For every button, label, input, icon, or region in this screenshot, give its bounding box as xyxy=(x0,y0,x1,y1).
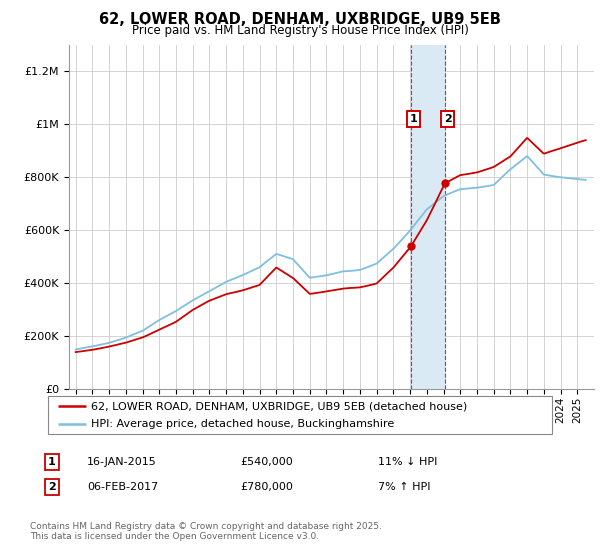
Text: 06-FEB-2017: 06-FEB-2017 xyxy=(87,482,158,492)
Text: 7% ↑ HPI: 7% ↑ HPI xyxy=(378,482,431,492)
Text: £780,000: £780,000 xyxy=(240,482,293,492)
Text: HPI: Average price, detached house, Buckinghamshire: HPI: Average price, detached house, Buck… xyxy=(91,419,394,429)
Text: 16-JAN-2015: 16-JAN-2015 xyxy=(87,457,157,467)
Text: £540,000: £540,000 xyxy=(240,457,293,467)
Text: 1: 1 xyxy=(48,457,56,467)
Text: 11% ↓ HPI: 11% ↓ HPI xyxy=(378,457,437,467)
Text: 62, LOWER ROAD, DENHAM, UXBRIDGE, UB9 5EB: 62, LOWER ROAD, DENHAM, UXBRIDGE, UB9 5E… xyxy=(99,12,501,27)
Text: 62, LOWER ROAD, DENHAM, UXBRIDGE, UB9 5EB (detached house): 62, LOWER ROAD, DENHAM, UXBRIDGE, UB9 5E… xyxy=(91,401,467,411)
Text: Contains HM Land Registry data © Crown copyright and database right 2025.
This d: Contains HM Land Registry data © Crown c… xyxy=(30,522,382,542)
Text: 2: 2 xyxy=(48,482,56,492)
FancyBboxPatch shape xyxy=(48,396,552,434)
Text: Price paid vs. HM Land Registry's House Price Index (HPI): Price paid vs. HM Land Registry's House … xyxy=(131,24,469,36)
Text: 1: 1 xyxy=(409,114,417,124)
Text: 2: 2 xyxy=(443,114,451,124)
